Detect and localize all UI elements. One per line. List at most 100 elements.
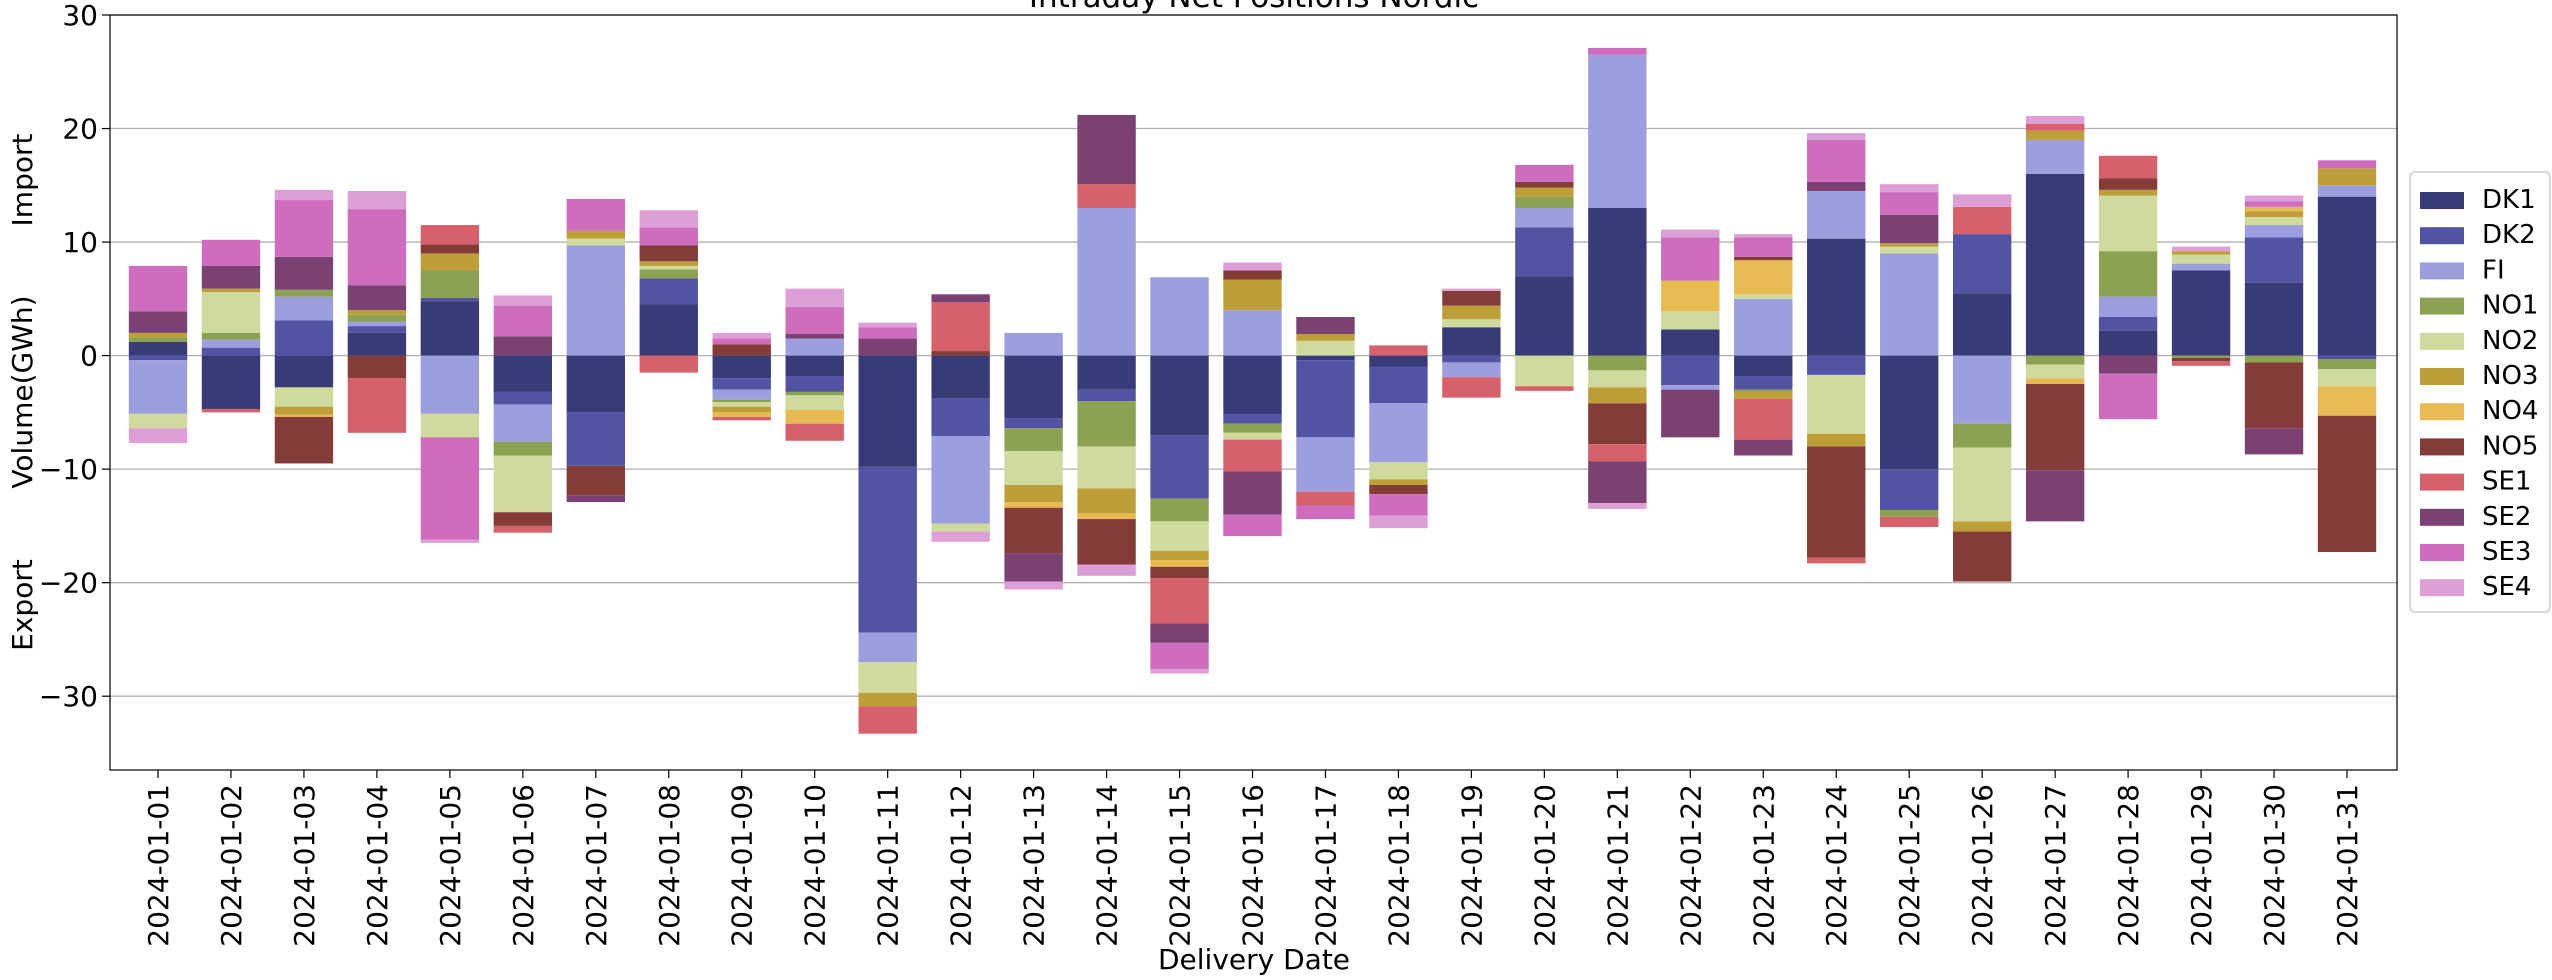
bar-segment-se1 bbox=[1223, 439, 1282, 472]
y-tick-label: −10 bbox=[39, 453, 98, 486]
bar-segment-dk2 bbox=[493, 391, 553, 405]
legend-swatch bbox=[2420, 368, 2464, 385]
bar-segment-se3 bbox=[785, 306, 844, 335]
legend-label: SE1 bbox=[2482, 467, 2531, 497]
bar-segment-fi bbox=[201, 339, 261, 348]
bar-segment-no4 bbox=[1661, 280, 1720, 312]
bar-segment-no2 bbox=[1588, 370, 1647, 388]
bar-segment-no1 bbox=[493, 441, 553, 456]
bar-segment-se3 bbox=[639, 227, 698, 246]
bar-segment-se3 bbox=[201, 239, 261, 266]
bar-segment-se3 bbox=[1150, 642, 1209, 669]
x-tick-label: 2024-01-01 bbox=[142, 784, 175, 947]
bar-segment-dk2 bbox=[1807, 355, 1866, 375]
bar-segment-se3 bbox=[1880, 192, 1939, 215]
bar-segment-no3 bbox=[1880, 243, 1939, 247]
bar-segment-fi bbox=[785, 338, 844, 356]
bar-segment-se2 bbox=[858, 338, 917, 356]
x-tick-label: 2024-01-11 bbox=[872, 784, 905, 947]
bar-segment-se2 bbox=[1807, 181, 1866, 191]
bar-segment-se3 bbox=[712, 338, 771, 345]
bar-segment-se2 bbox=[347, 285, 407, 311]
bar-segment-no4 bbox=[1004, 502, 1063, 508]
bar-segment-se2 bbox=[1150, 623, 1209, 643]
y-axis-label-import: Import bbox=[6, 134, 39, 227]
bar-segment-se3 bbox=[420, 437, 480, 540]
bar-segment-dk2 bbox=[1369, 366, 1428, 404]
bar-segment-no2 bbox=[1734, 294, 1793, 299]
bar-segment-dk1 bbox=[931, 355, 990, 399]
bar-segment-no1 bbox=[1223, 423, 1282, 433]
bar-segment-se3 bbox=[1223, 514, 1282, 537]
y-tick-label: 10 bbox=[62, 226, 98, 259]
bar-segment-se3 bbox=[1369, 494, 1428, 516]
bar-segment-no3 bbox=[1150, 550, 1209, 560]
y-axis: 30 20 10 0 −10 −20 −30 bbox=[39, 0, 110, 713]
legend-swatch bbox=[2420, 579, 2464, 597]
bar-segment-se4 bbox=[2025, 116, 2085, 124]
bar-segment-no5 bbox=[1369, 485, 1428, 495]
bar-segment-no5 bbox=[1588, 403, 1647, 445]
bar-segment-dk2 bbox=[201, 347, 261, 356]
bar-segment-se1 bbox=[712, 416, 771, 421]
bar-segment-no2 bbox=[2244, 217, 2304, 226]
bar-segment-dk2 bbox=[128, 355, 188, 361]
bar-segment-se2 bbox=[1004, 553, 1063, 582]
bar-segment-dk2 bbox=[712, 378, 771, 390]
bar-segment-dk2 bbox=[566, 412, 625, 466]
bar-segment-no2 bbox=[1661, 311, 1720, 330]
bar-segment-se2 bbox=[2025, 470, 2085, 522]
bar-segment-no3 bbox=[201, 288, 261, 293]
bar-segment-no4 bbox=[1077, 513, 1136, 520]
bar-segment-no3 bbox=[2025, 130, 2085, 140]
bar-segment-no3 bbox=[1807, 433, 1866, 447]
bar-segment-dk2 bbox=[931, 398, 990, 437]
bar-segment-no3 bbox=[1223, 279, 1282, 311]
bar-segment-se2 bbox=[1880, 214, 1939, 244]
bar-segment-se1 bbox=[931, 302, 990, 352]
bar-segment-dk1 bbox=[1952, 293, 2012, 356]
legend-swatch bbox=[2420, 438, 2464, 456]
x-tick-label: 2024-01-17 bbox=[1309, 784, 1342, 947]
bar-segment-no2 bbox=[1150, 521, 1209, 551]
bar-segment-se4 bbox=[1150, 668, 1209, 674]
x-tick-label: 2024-01-25 bbox=[1893, 784, 1926, 947]
bar-segment-se3 bbox=[1661, 237, 1720, 281]
bar-segment-no1 bbox=[347, 314, 407, 322]
bar-segment-dk1 bbox=[1077, 355, 1136, 390]
bar-segment-dk1 bbox=[1734, 355, 1793, 377]
bar-segment-no3 bbox=[2317, 168, 2377, 186]
bar-segment-no5 bbox=[2171, 357, 2231, 362]
bar-segment-se2 bbox=[1661, 389, 1720, 438]
bar-segment-se2 bbox=[2244, 428, 2304, 455]
x-tick-label: 2024-01-20 bbox=[1528, 784, 1561, 947]
x-axis-label: Delivery Date bbox=[1158, 943, 1350, 976]
bar-segment-fi bbox=[1296, 437, 1355, 492]
bar-segment-se3 bbox=[1807, 139, 1866, 182]
bars bbox=[128, 47, 2377, 734]
bar-segment-no2 bbox=[201, 292, 261, 333]
bar-segment-dk1 bbox=[347, 332, 407, 356]
bar-segment-se1 bbox=[1515, 386, 1574, 391]
bar-segment-se1 bbox=[1369, 345, 1428, 356]
bar-segment-no5 bbox=[566, 465, 625, 496]
bar-segment-se3 bbox=[493, 305, 553, 337]
bar-segment-se2 bbox=[566, 495, 625, 503]
bar-segment-fi bbox=[420, 355, 480, 414]
bar-segment-no2 bbox=[712, 402, 771, 407]
x-tick-label: 2024-01-27 bbox=[2039, 784, 2072, 947]
bar-segment-no5 bbox=[1807, 446, 1866, 558]
bar-segment-fi bbox=[274, 296, 334, 321]
bar-segment-se2 bbox=[1296, 317, 1355, 335]
bar-segment-fi bbox=[1442, 362, 1501, 378]
bar-segment-se3 bbox=[2317, 160, 2377, 169]
legend-swatch bbox=[2420, 262, 2464, 280]
bar-segment-no5 bbox=[2317, 415, 2377, 553]
bar-segment-se2 bbox=[493, 336, 553, 356]
bar-segment-se3 bbox=[2244, 201, 2304, 207]
bar-segment-no1 bbox=[1880, 510, 1939, 517]
bar-segment-dk1 bbox=[2025, 173, 2085, 356]
bar-segment-fi bbox=[931, 436, 990, 524]
bar-segment-no2 bbox=[2317, 369, 2377, 387]
bar-segment-se1 bbox=[1077, 184, 1136, 209]
